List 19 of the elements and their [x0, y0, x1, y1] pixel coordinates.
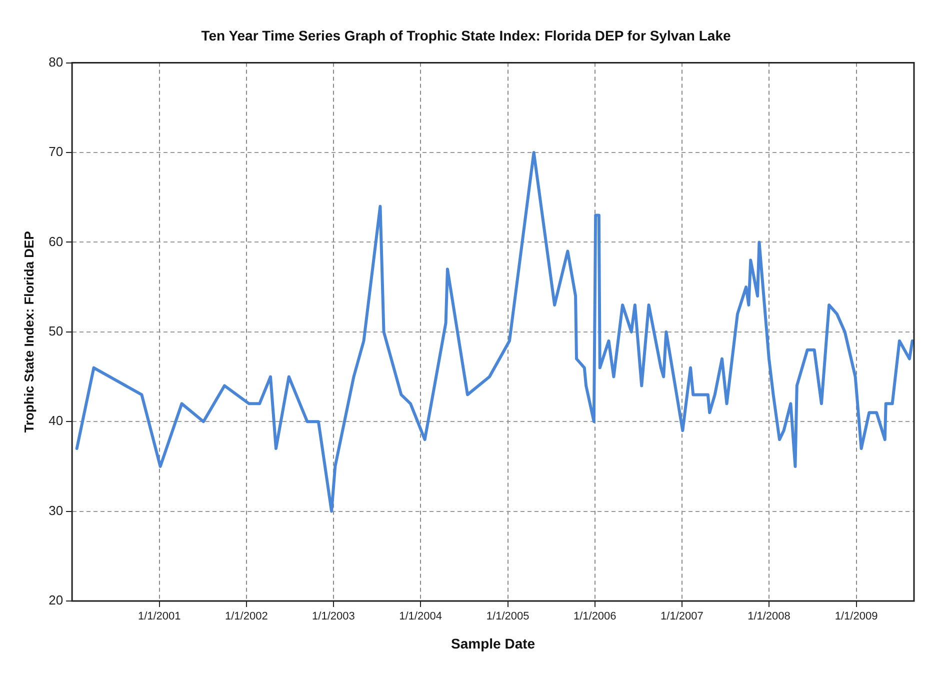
- x-axis-title: Sample Date: [451, 635, 536, 652]
- y-tick-label: 30: [48, 502, 64, 518]
- x-tick-label: 1/1/2009: [834, 610, 878, 623]
- x-tick-label: 1/1/2005: [486, 610, 530, 623]
- x-tick-label: 1/1/2006: [573, 610, 616, 623]
- y-tick-label: 80: [48, 54, 64, 70]
- x-tick-label: 1/1/2001: [138, 610, 181, 623]
- y-tick-label: 60: [48, 234, 64, 249]
- chart-title: Ten Year Time Series Graph of Trophic State Index: Florida DEP for Sylvan Lake: [201, 27, 731, 44]
- x-tick-label: 1/1/2003: [312, 610, 355, 623]
- y-tick-label: 50: [48, 323, 64, 338]
- y-axis-title: Trophic State Index: Florida DEP: [21, 230, 36, 433]
- x-tick-label: 1/1/2004: [399, 610, 442, 623]
- y-tick-label: 20: [48, 592, 64, 608]
- x-tick-label: 1/1/2002: [224, 610, 268, 623]
- y-tick-label: 70: [48, 144, 64, 160]
- y-tick-label: 40: [48, 413, 64, 428]
- x-tick-label: 1/1/2008: [748, 610, 790, 623]
- x-tick-label: 1/1/2007: [660, 610, 704, 623]
